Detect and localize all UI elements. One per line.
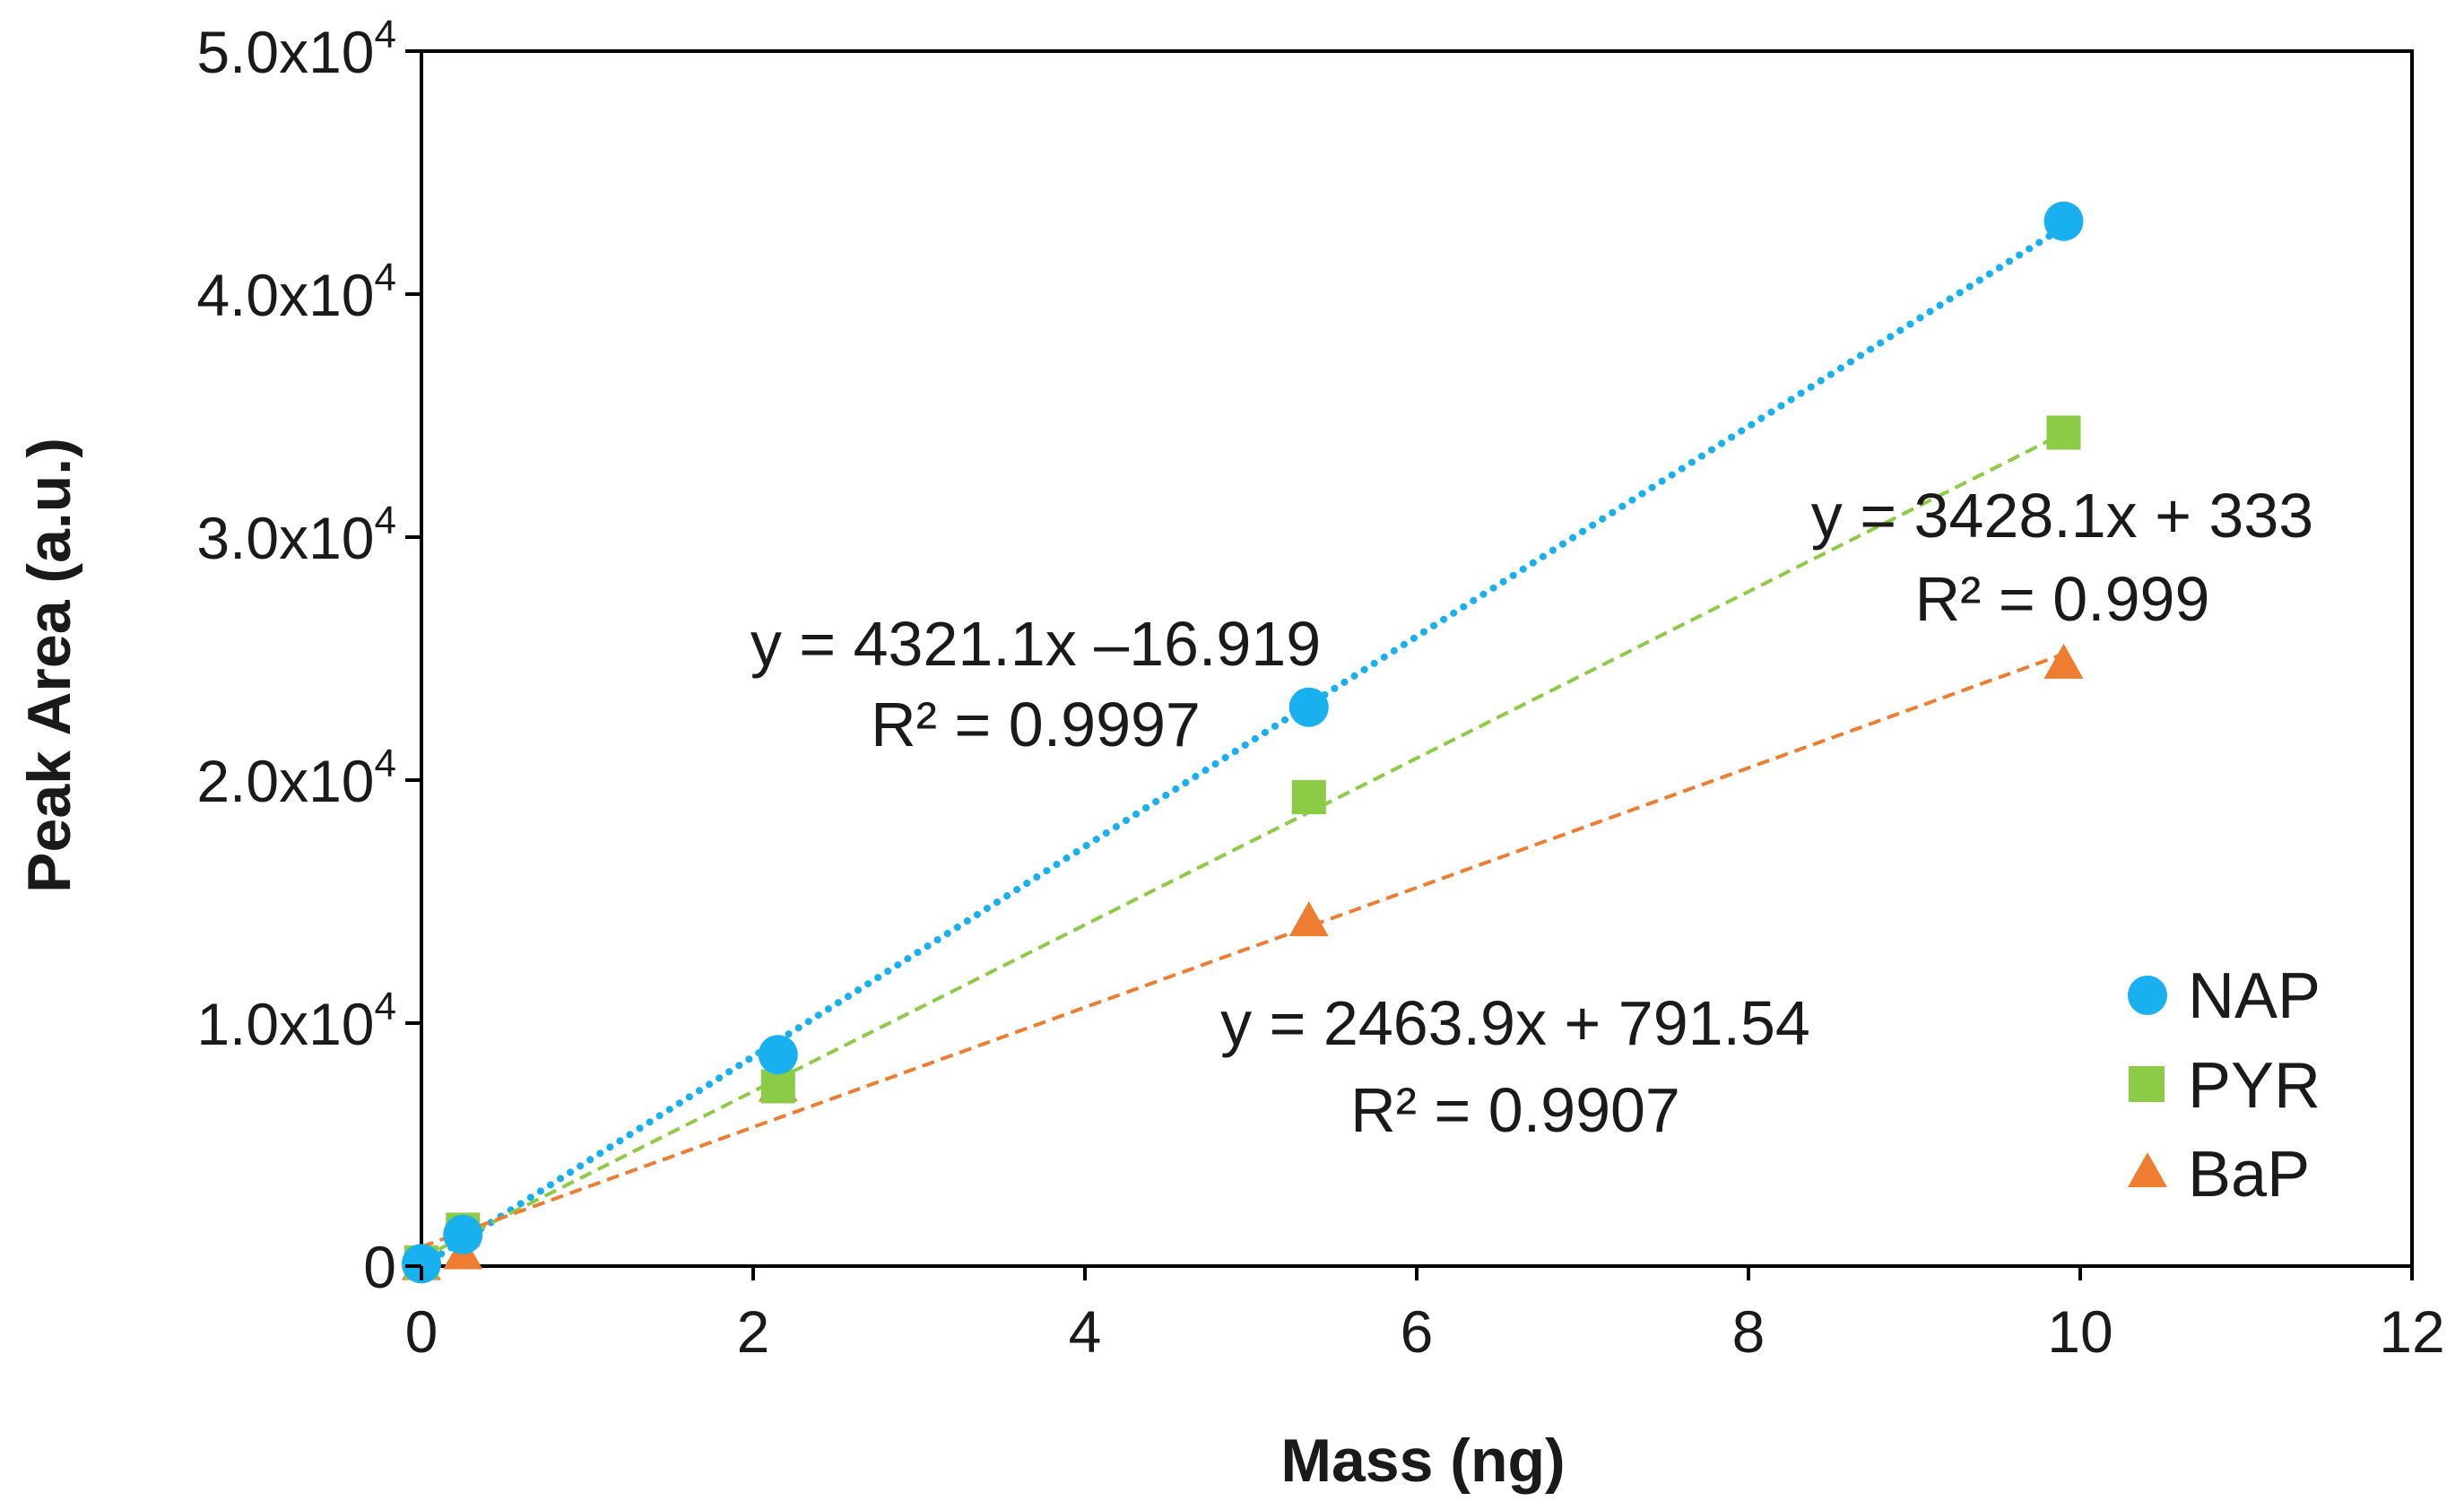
trendline-annotations: y = 4321.1x –16.919 R² = 0.9997 y = 3428…	[750, 481, 2313, 1145]
nap-trendline	[418, 223, 2068, 1271]
x-tick-label: 8	[1732, 1298, 1766, 1365]
bap-point	[1288, 901, 1329, 937]
bap-trendline	[421, 652, 2065, 1249]
y-tick-exponent: 4	[375, 13, 396, 56]
legend-label-pyr: PYR	[2188, 1050, 2321, 1122]
nap-r2: R² = 0.9997	[871, 690, 1201, 759]
y-tick-mantissa: 2.0x10	[196, 748, 374, 814]
x-tick-label: 0	[405, 1298, 438, 1365]
nap-point	[443, 1214, 483, 1254]
y-tick-mantissa: 0	[363, 1234, 396, 1300]
y-tick-label: 5.0x104	[196, 13, 396, 85]
y-tick-exponent: 4	[375, 742, 396, 785]
y-tick-mantissa: 5.0x10	[196, 19, 374, 85]
legend-marker-bap	[2128, 1152, 2167, 1187]
legend: NAP PYR BaP	[2128, 960, 2321, 1211]
x-axis-ticks: 0 2 4 6 8 10 12	[405, 1266, 2445, 1365]
nap-point	[2043, 201, 2084, 241]
nap-point	[1288, 687, 1329, 727]
y-tick-exponent: 4	[375, 499, 396, 542]
y-tick-label: 3.0x104	[196, 499, 396, 571]
pyr-point	[760, 1069, 795, 1104]
y-axis-title: Peak Area (a.u.)	[15, 438, 83, 893]
legend-marker-pyr	[2129, 1066, 2165, 1102]
nap-equation: y = 4321.1x –16.919	[750, 609, 1321, 679]
legend-label-bap: BaP	[2188, 1139, 2310, 1211]
x-axis-title: Mass (ng)	[1280, 1427, 1565, 1495]
y-tick-exponent: 4	[375, 256, 396, 299]
legend-marker-nap	[2128, 976, 2167, 1015]
y-tick-mantissa: 3.0x10	[196, 505, 374, 571]
x-tick-label: 12	[2379, 1298, 2444, 1365]
pyr-trendline	[421, 431, 2065, 1260]
bap-point	[2043, 643, 2084, 679]
pyr-equation: y = 3428.1x + 333	[1811, 481, 2313, 551]
x-tick-label: 10	[2047, 1298, 2113, 1365]
y-tick-exponent: 4	[375, 985, 396, 1028]
bap-r2: R² = 0.9907	[1350, 1075, 1680, 1145]
legend-label-nap: NAP	[2188, 960, 2321, 1032]
x-tick-label: 4	[1069, 1298, 1102, 1365]
pyr-point	[1291, 779, 1326, 814]
y-tick-label: 0	[363, 1234, 396, 1300]
y-tick-label: 1.0x104	[196, 985, 396, 1057]
x-tick-label: 2	[737, 1298, 770, 1365]
y-tick-mantissa: 1.0x10	[196, 991, 374, 1057]
nap-point	[402, 1244, 441, 1284]
trendlines	[418, 223, 2068, 1271]
y-tick-label: 4.0x104	[196, 256, 396, 328]
pyr-point	[2046, 415, 2081, 450]
pyr-r2: R² = 0.999	[1915, 564, 2210, 634]
y-tick-mantissa: 4.0x10	[196, 262, 374, 328]
bap-equation: y = 2463.9x + 791.54	[1220, 988, 1810, 1058]
y-tick-label: 2.0x104	[196, 742, 396, 814]
nap-point	[758, 1035, 798, 1075]
x-tick-label: 6	[1401, 1298, 1434, 1365]
data-markers	[402, 201, 2084, 1284]
